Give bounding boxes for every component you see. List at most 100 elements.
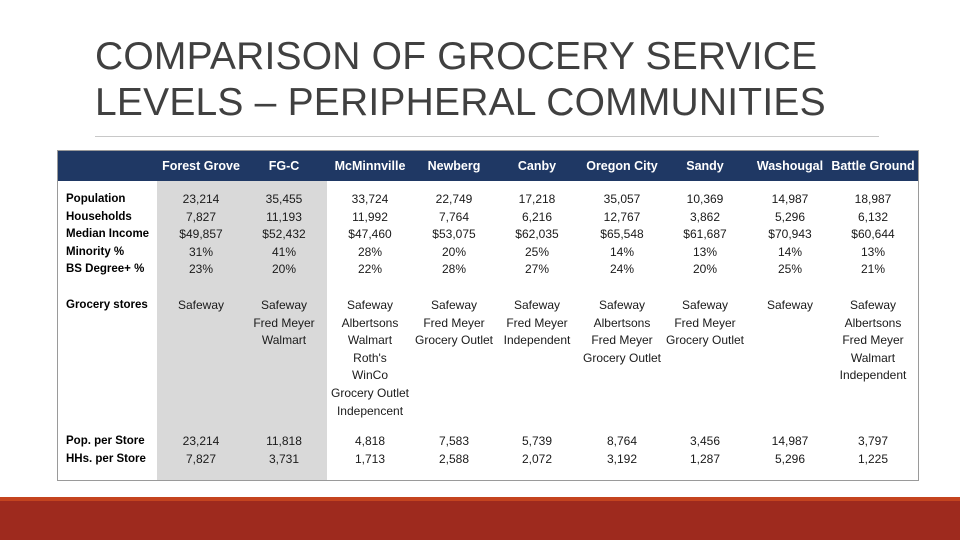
table-cell: 7,827 <box>185 452 217 466</box>
grocery-store-name: Roth's <box>353 350 387 365</box>
table-cell: 23% <box>188 262 214 276</box>
row-label-median-income: Median Income <box>66 228 150 240</box>
grocery-store-list: Safeway <box>744 297 836 315</box>
table-cell: 2,072 <box>521 452 553 466</box>
slide-title-line-1: COMPARISON OF GROCERY SERVICE <box>95 35 818 78</box>
table-cell: 8,764 <box>606 434 638 448</box>
table-cell: 7,827 <box>185 210 217 224</box>
table-cell: 10,369 <box>686 192 724 206</box>
table-cell: 3,192 <box>606 452 638 466</box>
grocery-store-name: Fred Meyer <box>506 315 568 330</box>
table-cell: $61,687 <box>683 227 727 241</box>
grocery-store-name: Fred Meyer <box>674 315 736 330</box>
table-cell: 20% <box>441 245 467 259</box>
table-cell: 25% <box>777 262 803 276</box>
table-cell: 23,214 <box>182 192 220 206</box>
grocery-store-name: Safeway <box>346 298 394 312</box>
table-cell: $52,432 <box>262 227 306 241</box>
table-cell: 12,767 <box>603 210 641 224</box>
grocery-store-name: Grocery Outlet <box>582 350 662 365</box>
table-cell: $62,035 <box>515 227 559 241</box>
table-cell: 5,296 <box>774 210 806 224</box>
grocery-store-name: Safeway <box>430 298 478 312</box>
table-cell: 1,287 <box>689 452 721 466</box>
table-cell: 7,764 <box>438 210 470 224</box>
table-cell: 23,214 <box>182 434 220 448</box>
slide-title: COMPARISON OF GROCERY SERVICE LEVELS – P… <box>95 34 895 126</box>
grocery-store-name: Grocery Outlet <box>330 385 410 400</box>
row-label-grocery-stores: Grocery stores <box>66 299 148 311</box>
table-cell: $65,548 <box>600 227 644 241</box>
table-cell: 14,987 <box>771 192 809 206</box>
table-cell: 31% <box>188 245 214 259</box>
slide-title-line-2: LEVELS – PERIPHERAL COMMUNITIES <box>95 81 826 124</box>
column-header: Forest Grove <box>162 159 240 173</box>
row-label-population: Population <box>66 193 126 205</box>
table-cell: 14,987 <box>771 434 809 448</box>
grocery-store-name: Safeway <box>513 298 561 312</box>
grocery-store-name: Independent <box>503 333 571 348</box>
table-cell: 3,456 <box>689 434 721 448</box>
table-cell: 27% <box>524 262 550 276</box>
grocery-store-list: Safeway Albertsons Walmart Roth's WinCo Groce… <box>324 297 416 420</box>
grocery-store-list: Safeway <box>155 297 247 315</box>
grocery-store-list: Safeway Fred Meyer Grocery Outlet <box>408 297 500 350</box>
grocery-store-list: Safeway Fred Meyer Independent <box>491 297 583 350</box>
table-cell: 3,797 <box>857 434 889 448</box>
table-cell: $70,943 <box>768 227 812 241</box>
forest-grove-shaded-columns <box>157 181 327 480</box>
row-label-pop-per-store: Pop. per Store <box>66 435 145 447</box>
table-cell: 20% <box>692 262 718 276</box>
table-cell: 35,057 <box>603 192 641 206</box>
table-cell: 22% <box>357 262 383 276</box>
grocery-store-name: Safeway <box>598 298 646 312</box>
title-divider <box>95 136 879 137</box>
table-cell: 6,132 <box>857 210 889 224</box>
table-cell: 6,216 <box>521 210 553 224</box>
table-cell: 3,862 <box>689 210 721 224</box>
table-cell: 20% <box>271 262 297 276</box>
table-cell: 22,749 <box>435 192 473 206</box>
footer-band <box>0 497 960 540</box>
table-cell: 28% <box>357 245 383 259</box>
grocery-store-name: WinCo <box>351 368 388 383</box>
table-header-bar <box>58 151 918 181</box>
table-cell: 13% <box>692 245 718 259</box>
column-header: McMinnville <box>334 159 406 173</box>
grocery-store-name: Albertsons <box>593 315 651 330</box>
column-header: FG-C <box>268 159 300 173</box>
column-header: Battle Ground <box>831 159 915 173</box>
table-cell: 14% <box>777 245 803 259</box>
column-header: Newberg <box>427 159 481 173</box>
grocery-store-name: Fred Meyer <box>423 315 485 330</box>
grocery-store-name: Indepencent <box>336 403 404 418</box>
comparison-table: Forest Grove FG-C McMinnville Newberg Canby O… <box>57 150 919 481</box>
table-cell: 2,588 <box>438 452 470 466</box>
table-cell: 7,583 <box>438 434 470 448</box>
table-cell: 24% <box>609 262 635 276</box>
table-cell: 11,992 <box>352 210 388 224</box>
table-cell: 3,731 <box>268 452 300 466</box>
table-cell: 21% <box>860 262 886 276</box>
table-cell: 14% <box>609 245 635 259</box>
column-header: Canby <box>517 159 557 173</box>
table-cell: 1,225 <box>857 452 889 466</box>
grocery-store-name: Albertsons <box>341 315 399 330</box>
table-cell: 11,193 <box>266 210 302 224</box>
grocery-store-name: Safeway <box>260 298 308 312</box>
row-label-hhs-per-store: HHs. per Store <box>66 453 146 465</box>
table-cell: $49,857 <box>179 227 223 241</box>
column-header: Oregon City <box>586 159 658 173</box>
table-cell: 41% <box>271 245 297 259</box>
grocery-store-name: Safeway <box>681 298 729 312</box>
grocery-store-name: Walmart <box>347 333 393 348</box>
grocery-store-list: Safeway Fred Meyer Grocery Outlet <box>659 297 751 350</box>
table-cell: $47,460 <box>348 227 392 241</box>
grocery-store-name: Independent <box>839 368 907 383</box>
row-label-minority: Minority % <box>66 246 125 258</box>
grocery-store-list: Safeway Fred Meyer Walmart <box>238 297 330 350</box>
grocery-store-name: Fred Meyer <box>842 333 904 348</box>
table-cell: 33,724 <box>351 192 389 206</box>
grocery-store-name: Safeway <box>766 298 814 312</box>
table-cell: 35,455 <box>265 192 303 206</box>
